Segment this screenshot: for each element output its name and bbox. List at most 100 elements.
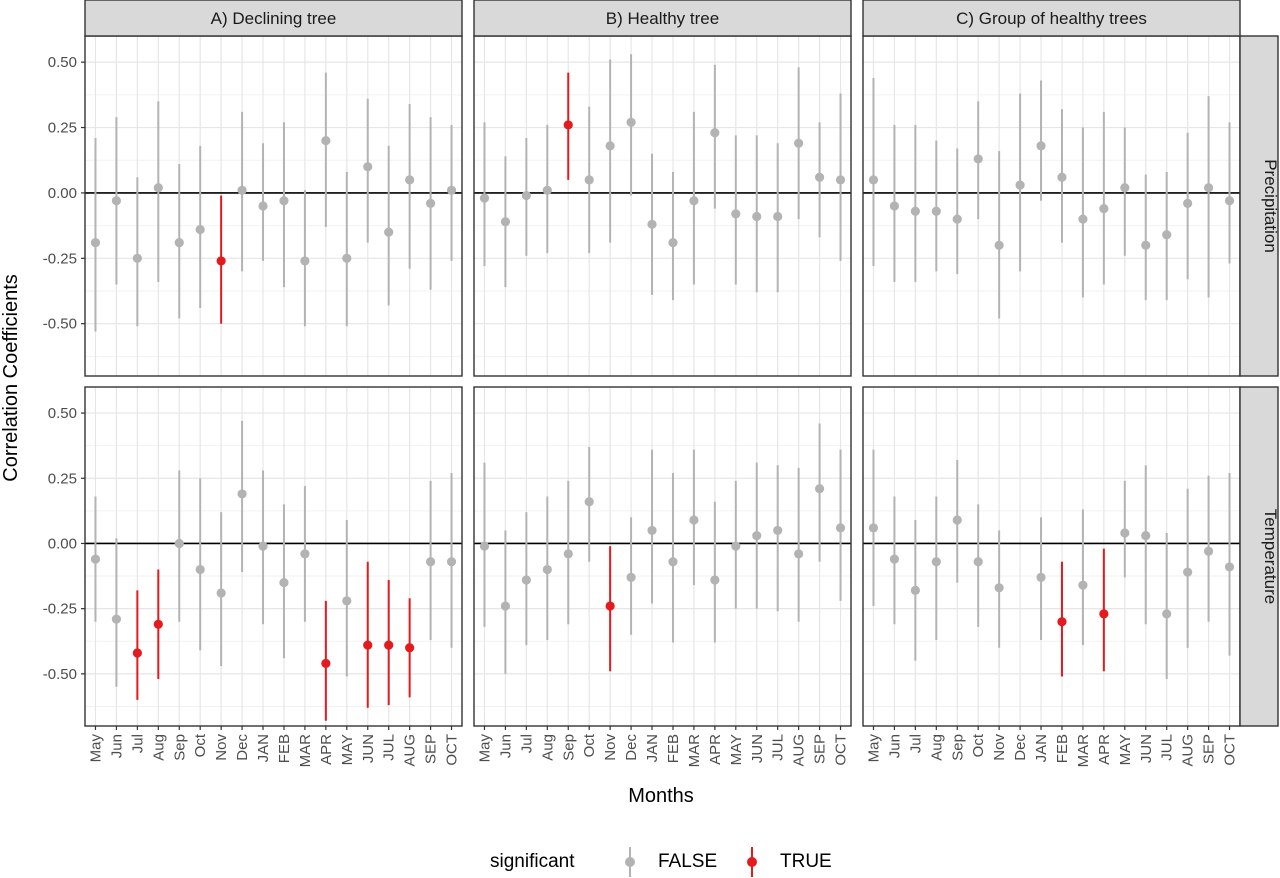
- data-point-JUN: [752, 531, 762, 541]
- panel-border: [84, 386, 463, 727]
- y-axis-title: Correlation Coefficients: [0, 274, 22, 482]
- y-tick-label: 0.00: [48, 185, 77, 202]
- data-point-JUN: [1141, 240, 1151, 250]
- strip-right-0: Precipitation: [1239, 35, 1280, 377]
- data-point-Sep: [174, 238, 184, 248]
- strip-background: [862, 0, 1241, 37]
- panel-border: [473, 386, 852, 727]
- data-point-Dec: [237, 489, 247, 499]
- data-point-AUG: [1183, 567, 1193, 577]
- data-point-AUG: [794, 549, 804, 559]
- y-axis-layer: 0.50 0.25 0.00 -0.25 -0.50 0.50 0.25 0.00 -0.25 -…: [43, 54, 85, 683]
- x-tick-label-JUN: JUN: [1138, 734, 1155, 763]
- data-point-OCT: [835, 523, 846, 533]
- strip-label: B) Healthy tree: [606, 9, 719, 28]
- data-point-Oct: [195, 564, 205, 575]
- data-point-JAN: [1036, 141, 1046, 151]
- data-point-JAN: [258, 541, 268, 551]
- x-tick-label-Sep: Sep: [949, 734, 966, 761]
- data-point-May: [90, 554, 101, 564]
- data-point-MAR: [689, 196, 699, 206]
- data-point-APR: [321, 658, 331, 669]
- strip-top-0: A) Declining tree: [84, 0, 463, 37]
- x-tick-label-Aug: Aug: [150, 734, 167, 761]
- data-point-Jul: [132, 648, 142, 658]
- data-point-JUL: [773, 211, 783, 222]
- x-tick-label-Nov: Nov: [213, 734, 230, 761]
- x-tick-label-Nov: Nov: [602, 734, 619, 761]
- data-point-Dec: [626, 572, 636, 582]
- x-tick-label-MAR: MAR: [297, 734, 314, 768]
- data-point-JUL: [1162, 609, 1172, 619]
- data-point-FEB: [1057, 617, 1067, 627]
- y-tick-label: -0.25: [43, 601, 77, 618]
- x-tick-label-Jun: Jun: [497, 734, 514, 758]
- panel-0-1: [85, 387, 462, 726]
- data-point-Jun: [500, 217, 511, 227]
- y-tick-label: -0.50: [43, 316, 77, 333]
- x-tick-label-APR: APR: [707, 734, 724, 765]
- x-tick-label-APR: APR: [1096, 734, 1113, 765]
- panel-1-1: [474, 387, 851, 726]
- data-point-Oct: [584, 497, 594, 507]
- x-tick-label-Dec: Dec: [623, 734, 640, 761]
- data-point-SEP: [814, 484, 825, 494]
- series-panel-2-1: [868, 449, 1235, 680]
- data-point-Sep: [952, 214, 962, 224]
- data-point-Dec: [1015, 180, 1025, 190]
- data-point-SEP: [1203, 183, 1214, 193]
- data-point-May: [868, 523, 879, 533]
- data-point-FEB: [1057, 172, 1067, 182]
- legend: significant FALSE TRUE: [490, 847, 832, 877]
- x-axis-layer: May Jun Jul Aug Sep Oct Nov Dec JAN FEB MAR APR MAY J…: [87, 726, 1239, 768]
- data-point-JAN: [258, 201, 268, 211]
- y-tick-label: 0.25: [48, 120, 77, 137]
- x-tick-label-Oct: Oct: [581, 733, 598, 757]
- y-tick-label: -0.25: [43, 250, 77, 267]
- panel-2-1: [863, 387, 1240, 726]
- x-tick-label-AUG: AUG: [402, 734, 419, 767]
- x-tick-label-May: May: [476, 734, 493, 763]
- data-point-May: [479, 193, 490, 203]
- x-tick-label-May: May: [865, 734, 882, 763]
- panels-layer: [84, 35, 1241, 727]
- legend-label-true: TRUE: [780, 851, 832, 872]
- x-tick-label-Jul: Jul: [129, 734, 146, 753]
- y-tick-label: 0.25: [48, 470, 77, 487]
- strip-label: C) Group of healthy trees: [956, 9, 1147, 28]
- data-point-Aug: [542, 564, 552, 575]
- y-tick-label: 0.50: [48, 54, 77, 71]
- y-tick-label: 0.00: [48, 535, 77, 552]
- data-point-FEB: [668, 557, 678, 567]
- strip-label: Precipitation: [1261, 159, 1280, 253]
- panel-background: [474, 36, 851, 376]
- data-point-Aug: [931, 557, 941, 567]
- data-point-OCT: [446, 185, 457, 195]
- data-point-Aug: [153, 183, 163, 193]
- data-point-Sep: [563, 120, 573, 130]
- x-tick-label-MAY: MAY: [339, 734, 356, 765]
- panel-background: [863, 387, 1240, 726]
- x-tick-label-JAN: JAN: [644, 734, 661, 762]
- panel-background: [474, 387, 851, 726]
- data-point-FEB: [668, 238, 678, 248]
- data-point-JUN: [1141, 531, 1151, 541]
- data-point-Jul: [521, 190, 531, 201]
- x-tick-label-JUN: JUN: [360, 734, 377, 763]
- x-tick-label-JAN: JAN: [1033, 734, 1050, 762]
- data-point-Jun: [889, 201, 900, 211]
- data-point-JUL: [384, 227, 394, 237]
- data-point-Sep: [563, 549, 573, 559]
- legend-key-false-point: [625, 857, 635, 867]
- panel-1-0: [474, 36, 851, 376]
- x-tick-label-APR: APR: [318, 734, 335, 765]
- data-point-Jun: [111, 196, 122, 206]
- y-tick-label: 0.50: [48, 405, 77, 422]
- data-point-MAY: [342, 253, 352, 263]
- x-tick-label-JUN: JUN: [749, 734, 766, 763]
- data-point-OCT: [1224, 562, 1235, 572]
- data-point-Oct: [584, 175, 594, 185]
- y-tick-label: -0.50: [43, 666, 77, 683]
- x-tick-label-JUL: JUL: [1159, 734, 1176, 761]
